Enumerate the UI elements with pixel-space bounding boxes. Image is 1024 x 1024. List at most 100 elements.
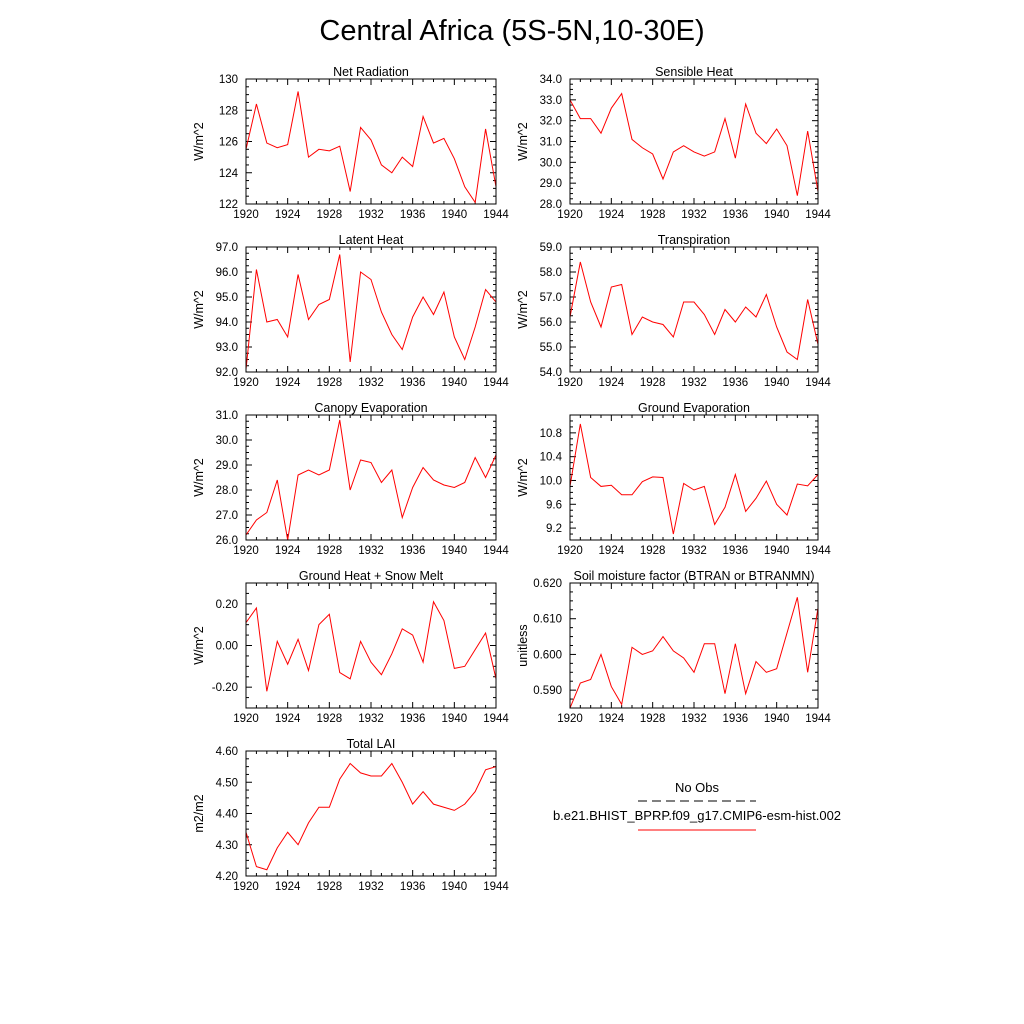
panel-6: Ground Evaporation W/m^2 1920 1924 1928 1932 1…: [516, 401, 831, 557]
x-tick-label: 1936: [400, 377, 426, 389]
y-tick-label: 122: [219, 199, 238, 211]
x-tick-label: 1944: [483, 209, 509, 221]
x-tick-label: 1928: [317, 713, 343, 725]
x-tick-label: 1940: [764, 209, 790, 221]
y-tick-label: 55.0: [540, 342, 562, 354]
x-tick-label: 1944: [483, 713, 509, 725]
y-tick-label: 26.0: [216, 535, 238, 547]
panel-title: Sensible Heat: [655, 65, 733, 79]
y-tick-label: 28.0: [216, 485, 238, 497]
plot-frame: [569, 582, 819, 709]
panel-5: Canopy Evaporation W/m^2 1920 1924 1928 1932 1…: [192, 401, 509, 557]
x-tick-label: 1940: [764, 377, 790, 389]
y-tick-label: 128: [219, 105, 238, 117]
y-tick-label: 28.0: [540, 199, 562, 211]
y-axis-label: W/m^2: [516, 122, 530, 161]
x-tick-label: 1920: [233, 713, 259, 725]
x-tick-label: 1944: [483, 377, 509, 389]
x-tick-label: 1944: [805, 377, 831, 389]
plot-frame: [569, 246, 819, 373]
x-tick-label: 1932: [681, 545, 707, 557]
x-tick-label: 1920: [233, 881, 259, 893]
x-tick-label: 1924: [599, 377, 625, 389]
x-tick-label: 1940: [442, 881, 468, 893]
x-tick-label: 1920: [557, 545, 583, 557]
x-tick-label: 1924: [275, 881, 301, 893]
y-tick-label: 0.620: [533, 578, 562, 590]
x-tick-label: 1932: [681, 209, 707, 221]
y-tick-label: 29.0: [216, 460, 238, 472]
x-tick-label: 1940: [442, 209, 468, 221]
x-tick-label: 1944: [483, 881, 509, 893]
y-axis-label: W/m^2: [192, 458, 206, 497]
y-axis-label: W/m^2: [516, 290, 530, 329]
y-tick-label: 9.2: [546, 523, 562, 535]
y-tick-label: 0.20: [216, 599, 238, 611]
y-tick-label: 30.0: [216, 435, 238, 447]
x-tick-label: 1920: [557, 713, 583, 725]
series-line: [246, 762, 496, 871]
y-tick-label: 93.0: [216, 342, 238, 354]
series-line: [246, 600, 496, 692]
x-tick-label: 1928: [317, 881, 343, 893]
x-tick-label: 1932: [358, 713, 384, 725]
y-tick-label: 0.600: [533, 649, 562, 661]
x-tick-label: 1924: [275, 713, 301, 725]
x-tick-label: 1924: [599, 209, 625, 221]
x-tick-label: 1928: [640, 209, 666, 221]
x-tick-label: 1932: [358, 377, 384, 389]
panel-title: Ground Heat + Snow Melt: [299, 569, 444, 583]
y-tick-label: 30.0: [540, 157, 562, 169]
x-tick-label: 1924: [599, 545, 625, 557]
y-tick-label: 27.0: [216, 510, 238, 522]
y-tick-label: 96.0: [216, 267, 238, 279]
panel-8: Soil moisture factor (BTRAN or BTRANMN) u…: [516, 569, 831, 725]
x-tick-label: 1928: [317, 209, 343, 221]
x-tick-label: 1932: [358, 209, 384, 221]
x-tick-label: 1924: [275, 377, 301, 389]
x-tick-label: 1940: [442, 545, 468, 557]
y-axis-label: W/m^2: [192, 122, 206, 161]
y-tick-label: 4.50: [216, 777, 238, 789]
x-tick-label: 1940: [442, 377, 468, 389]
y-tick-label: 31.0: [540, 137, 562, 149]
panel-9: Total LAI m2/m2 1920 1924 1928 1932 1936 1940 19…: [192, 737, 509, 893]
chart-panels: Net Radiation W/m^2 1920 1924 1928 1932 1936 19…: [192, 65, 831, 893]
panel-2: Sensible Heat W/m^2 1920 1924 1928 1932 1936 19…: [516, 65, 831, 221]
x-tick-label: 1944: [805, 545, 831, 557]
y-tick-label: 0.590: [533, 685, 562, 697]
x-tick-label: 1932: [358, 545, 384, 557]
panel-title: Total LAI: [347, 737, 396, 751]
y-tick-label: -0.20: [212, 682, 238, 694]
x-tick-label: 1928: [317, 545, 343, 557]
x-tick-label: 1940: [764, 545, 790, 557]
panel-title: Canopy Evaporation: [314, 401, 427, 415]
y-tick-label: 95.0: [216, 292, 238, 304]
x-tick-label: 1920: [557, 377, 583, 389]
x-tick-label: 1932: [681, 377, 707, 389]
x-tick-label: 1928: [640, 545, 666, 557]
y-tick-label: 4.60: [216, 746, 238, 758]
y-tick-label: 4.40: [216, 809, 238, 821]
series-line: [570, 261, 818, 361]
series-line: [570, 92, 818, 196]
series-line: [246, 419, 496, 540]
plot-frame: [245, 246, 497, 373]
x-tick-label: 1940: [764, 713, 790, 725]
x-tick-label: 1944: [483, 545, 509, 557]
y-tick-label: 97.0: [216, 242, 238, 254]
panel-4: Transpiration W/m^2 1920 1924 1928 1932 1936 19…: [516, 233, 831, 389]
panel-1: Net Radiation W/m^2 1920 1924 1928 1932 1936 19…: [192, 65, 509, 221]
x-tick-label: 1936: [400, 209, 426, 221]
legend: No Obs b.e21.BHIST_BPRP.f09_g17.CMIP6-es…: [553, 780, 841, 831]
y-tick-label: 4.30: [216, 840, 238, 852]
x-tick-label: 1936: [400, 713, 426, 725]
series-line: [570, 423, 818, 535]
panel-title: Ground Evaporation: [638, 401, 750, 415]
legend-model-label: b.e21.BHIST_BPRP.f09_g17.CMIP6-esm-hist.…: [553, 808, 841, 823]
x-tick-label: 1920: [233, 545, 259, 557]
x-tick-label: 1936: [723, 713, 749, 725]
y-tick-label: 34.0: [540, 74, 562, 86]
y-tick-label: 126: [219, 137, 238, 149]
